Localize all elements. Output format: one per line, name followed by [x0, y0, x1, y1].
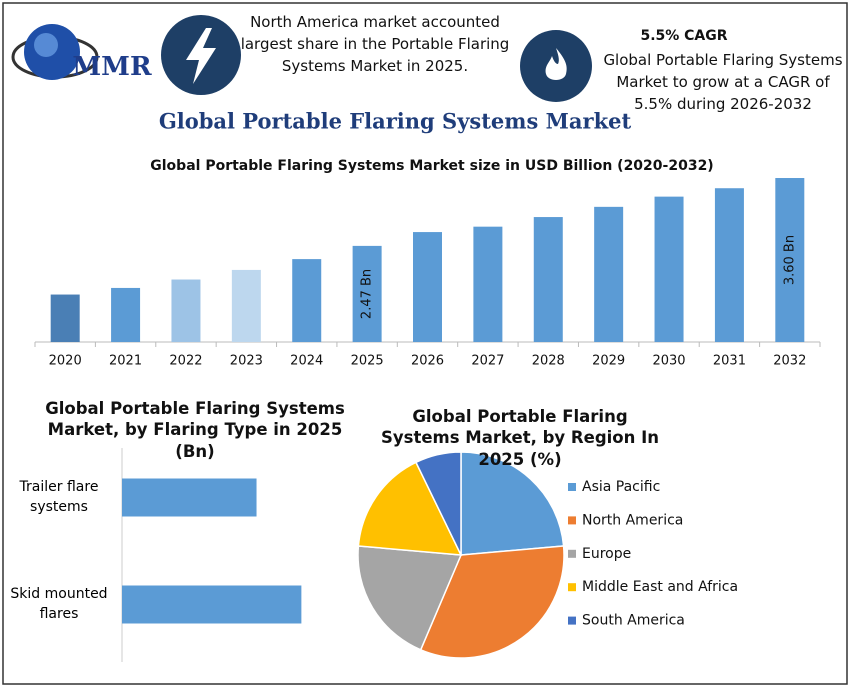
bolt-icon — [186, 28, 216, 84]
x-tick-label: 2032 — [773, 354, 806, 369]
bar — [50, 294, 80, 342]
x-tick-label: 2031 — [713, 354, 746, 369]
legend-swatch — [568, 516, 576, 525]
x-tick-label: 2023 — [230, 354, 263, 369]
legend-swatch — [568, 483, 576, 491]
callout-text: Global Portable Flaring Systems Market t… — [603, 51, 843, 113]
x-tick-label: 2020 — [49, 354, 82, 369]
x-tick-label: 2027 — [471, 354, 504, 369]
legend-label: Europe — [582, 546, 631, 562]
cagr-title: 5.5% CAGR — [640, 28, 727, 44]
bar — [413, 232, 442, 342]
x-tick-label: 2028 — [532, 354, 565, 369]
bar — [292, 259, 322, 342]
bar — [594, 206, 624, 342]
legend-swatch — [568, 616, 576, 625]
bar — [231, 269, 261, 342]
y-tick-label: Skid mounted flares — [10, 585, 108, 622]
pie-slice — [357, 545, 463, 651]
legend-label: Asia Pacific — [582, 479, 660, 495]
x-tick-label: 2026 — [411, 354, 444, 369]
legend-label: Middle East and Africa — [582, 579, 738, 595]
value-label: 3.60 Bn — [782, 235, 797, 285]
x-tick-label: 2029 — [592, 354, 625, 369]
bar — [352, 245, 382, 342]
x-tick-label: 2030 — [652, 354, 685, 369]
pie-title: Global Portable Flaring Systems Market, … — [381, 407, 659, 469]
bar — [654, 196, 684, 342]
bar — [122, 478, 257, 517]
value-label: 2.47 Bn — [360, 269, 375, 319]
barh-title: Global Portable Flaring Systems Market, … — [45, 399, 345, 461]
callout-text: North America market accounted largest s… — [240, 13, 510, 75]
legend-label: North America — [582, 512, 683, 528]
main-title: Global Portable Flaring Systems Market — [159, 109, 632, 134]
bar-chart-title: Global Portable Flaring Systems Market s… — [150, 158, 713, 174]
flame-icon — [545, 48, 567, 80]
x-tick-label: 2025 — [351, 354, 384, 369]
legend-label: South America — [582, 613, 685, 629]
logo-text: MMR — [72, 52, 152, 82]
bar — [171, 279, 201, 342]
pie-slice — [460, 451, 565, 556]
x-tick-label: 2022 — [169, 354, 202, 369]
legend-swatch — [568, 549, 576, 558]
globe-shine — [34, 33, 58, 57]
x-tick-label: 2024 — [290, 354, 323, 369]
bar — [714, 188, 744, 342]
y-tick-label: Trailer flare systems — [19, 478, 99, 515]
bar — [122, 585, 302, 624]
bar — [533, 217, 563, 342]
pie-slice — [357, 461, 463, 556]
bar — [775, 178, 805, 342]
bar — [111, 287, 141, 342]
bar — [473, 226, 503, 342]
x-tick-label: 2021 — [109, 354, 142, 369]
pie-slice — [414, 451, 462, 556]
logo-globe — [11, 24, 99, 80]
legend-swatch — [568, 583, 576, 592]
pie-slice — [419, 545, 565, 659]
